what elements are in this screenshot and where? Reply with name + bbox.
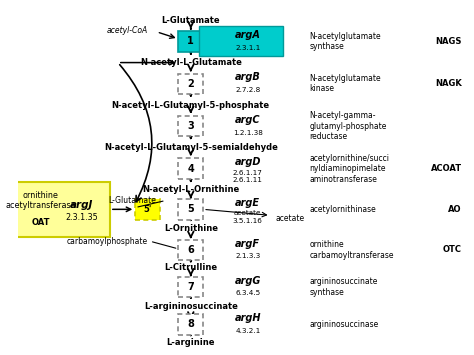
Text: 3: 3 <box>187 121 194 131</box>
Text: 3.5.1.16: 3.5.1.16 <box>233 218 263 224</box>
FancyBboxPatch shape <box>178 73 203 94</box>
Text: N-acetylglutamate
synthase: N-acetylglutamate synthase <box>309 32 381 51</box>
Text: N-acetyl-L-Glutamate: N-acetyl-L-Glutamate <box>140 58 242 67</box>
Text: acetyl-CoA: acetyl-CoA <box>106 26 147 34</box>
Text: OTC: OTC <box>443 246 462 255</box>
Text: 7: 7 <box>187 282 194 292</box>
Text: argF: argF <box>235 239 260 248</box>
FancyBboxPatch shape <box>178 158 203 179</box>
Text: 2.6.1.11: 2.6.1.11 <box>233 178 263 183</box>
Text: argB: argB <box>235 72 261 82</box>
Text: L-Ornithine: L-Ornithine <box>164 224 218 233</box>
Text: 1: 1 <box>187 36 194 47</box>
Text: N-acetyl-gamma-
glutamyl-phosphate
reductase: N-acetyl-gamma- glutamyl-phosphate reduc… <box>309 111 387 141</box>
Text: 2.3.1.35: 2.3.1.35 <box>65 213 98 222</box>
Text: 2: 2 <box>187 79 194 89</box>
FancyBboxPatch shape <box>199 26 283 56</box>
Text: OAT: OAT <box>31 218 50 227</box>
Text: ACOAT: ACOAT <box>431 164 462 173</box>
Text: argH: argH <box>235 313 261 323</box>
Text: N-acetyl-L-Glutamyl-5-semialdehyde: N-acetyl-L-Glutamyl-5-semialdehyde <box>104 143 278 152</box>
Text: ornithine
acetyltransferase: ornithine acetyltransferase <box>5 191 76 210</box>
Text: ornithine
carbamoyltransferase: ornithine carbamoyltransferase <box>309 240 394 260</box>
Text: 2.3.1.1: 2.3.1.1 <box>235 45 260 51</box>
Text: 8: 8 <box>187 319 194 329</box>
FancyBboxPatch shape <box>178 116 203 136</box>
Text: N-acetyl-L-Ornithine: N-acetyl-L-Ornithine <box>142 185 239 195</box>
Text: 2.7.2.8: 2.7.2.8 <box>235 87 260 93</box>
FancyBboxPatch shape <box>8 182 110 237</box>
Text: acetylornithine/succi
nyldiaminopimelate
aminotransferase: acetylornithine/succi nyldiaminopimelate… <box>309 154 389 184</box>
Text: 6.3.4.5: 6.3.4.5 <box>235 290 260 296</box>
Text: acetate: acetate <box>275 214 304 223</box>
Text: 2.6.1.17: 2.6.1.17 <box>233 170 263 176</box>
Text: AO: AO <box>448 205 462 214</box>
Text: acetate: acetate <box>234 210 262 216</box>
Text: 5': 5' <box>143 205 152 214</box>
Text: 2.1.3.3: 2.1.3.3 <box>235 253 260 260</box>
Text: L-Citrulline: L-Citrulline <box>164 263 218 272</box>
FancyBboxPatch shape <box>178 31 203 51</box>
Text: argininosuccinate
synthase: argininosuccinate synthase <box>309 277 378 297</box>
Text: carbamoylphosphate: carbamoylphosphate <box>66 237 147 246</box>
Text: L-arginine: L-arginine <box>166 338 215 348</box>
FancyBboxPatch shape <box>178 314 203 334</box>
FancyBboxPatch shape <box>135 199 160 220</box>
FancyBboxPatch shape <box>178 277 203 297</box>
Text: argJ: argJ <box>70 200 93 210</box>
Text: 4.3.2.1: 4.3.2.1 <box>235 328 260 334</box>
Text: acetylornithinase: acetylornithinase <box>309 205 376 214</box>
Text: argE: argE <box>235 198 260 208</box>
Text: L-Glutamate: L-Glutamate <box>162 16 220 24</box>
Text: 6: 6 <box>187 245 194 255</box>
Text: 4: 4 <box>187 164 194 174</box>
Text: NAGK: NAGK <box>435 79 462 88</box>
Text: L-Glutamate: L-Glutamate <box>109 196 156 205</box>
Text: argD: argD <box>235 157 261 167</box>
Text: L-argininosuccinate: L-argininosuccinate <box>144 302 238 311</box>
FancyBboxPatch shape <box>178 240 203 260</box>
FancyBboxPatch shape <box>178 199 203 220</box>
Text: argininosuccinase: argininosuccinase <box>309 320 379 329</box>
Text: argC: argC <box>235 115 261 125</box>
Text: argG: argG <box>235 276 261 286</box>
Text: 5: 5 <box>187 204 194 214</box>
Text: NAGS: NAGS <box>436 37 462 46</box>
Text: N-acetyl-L-Glutamyl-5-phosphate: N-acetyl-L-Glutamyl-5-phosphate <box>112 100 270 109</box>
Text: N-acetylglutamate
kinase: N-acetylglutamate kinase <box>309 74 381 93</box>
Text: 1.2.1.38: 1.2.1.38 <box>233 130 263 136</box>
Text: argA: argA <box>235 30 261 40</box>
